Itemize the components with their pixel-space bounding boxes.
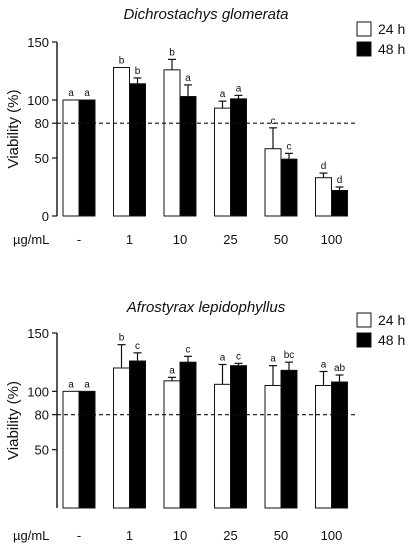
bar-48h-50 [280, 158, 298, 217]
significance-label: c [135, 341, 140, 352]
bar-24h-25 [214, 107, 231, 217]
x-tick-label: 100 [321, 528, 343, 543]
bar-24h-1 [113, 67, 130, 217]
bar-48h-10 [179, 361, 197, 509]
bar-24h-100 [315, 385, 332, 509]
x-tick-label: 1 [126, 232, 133, 247]
bar-48h-100 [331, 381, 348, 509]
legend-swatch [356, 312, 372, 328]
significance-label: b [135, 66, 141, 77]
significance-label: ab [334, 363, 346, 374]
bar-48h-1 [129, 83, 146, 217]
bar-48h-100 [331, 189, 348, 217]
bar-24h-1 [113, 367, 130, 509]
significance-label: a [84, 88, 90, 99]
legend-swatch [356, 332, 372, 348]
x-tick-label: 1 [126, 528, 133, 543]
significance-label: a [220, 89, 226, 100]
significance-label: a [68, 88, 74, 99]
x-axis-unit-label: µg/mL [13, 528, 49, 543]
y-tick-label: 100 [27, 93, 49, 108]
significance-label: a [185, 73, 191, 84]
significance-label: a [84, 379, 90, 390]
significance-label: a [169, 365, 175, 376]
significance-label: a [321, 360, 327, 371]
y-tick-label: 80 [35, 116, 49, 131]
legend-label: 24 h [378, 312, 405, 328]
bar-24h-50 [264, 148, 282, 217]
bar-24h-10 [163, 69, 181, 217]
y-tick-label: 150 [27, 326, 49, 341]
x-tick-label: 10 [173, 232, 187, 247]
x-tick-label: 10 [173, 528, 187, 543]
legend-swatch [356, 21, 372, 37]
y-axis-label: Viability (%) [5, 381, 22, 460]
bar-24h-25 [214, 383, 231, 509]
chart-title: Dichrostachys glomerata [123, 6, 288, 23]
legend-label: 48 h [378, 41, 405, 57]
y-tick-label: 80 [35, 408, 49, 423]
significance-label: a [270, 354, 276, 365]
x-tick-label: 50 [274, 528, 288, 543]
y-tick-label: 100 [27, 384, 49, 399]
bar-48h-10 [179, 96, 197, 217]
significance-label: b [119, 333, 125, 344]
significance-label: a [220, 353, 226, 364]
bar-24h-50 [264, 385, 282, 509]
x-tick-label: - [77, 232, 81, 247]
chart-title: Afrostyrax lepidophyllus [126, 299, 286, 316]
bar-48h-25 [230, 98, 247, 217]
significance-label: b [169, 47, 175, 58]
significance-label: c [186, 344, 191, 355]
significance-label: c [271, 116, 276, 127]
bar-48h-50 [280, 369, 298, 509]
significance-label: b [119, 56, 125, 67]
significance-label: bc [284, 350, 295, 361]
bar-48h-25 [230, 365, 247, 509]
legend-label: 48 h [378, 332, 405, 348]
x-tick-label: 50 [274, 232, 288, 247]
significance-label: a [236, 83, 242, 94]
bar-24h-- [62, 390, 80, 509]
y-tick-label: 0 [42, 209, 49, 224]
bar-24h-100 [315, 177, 332, 217]
significance-label: d [337, 175, 343, 186]
x-tick-label: 25 [223, 232, 237, 247]
x-axis-unit-label: µg/mL [13, 232, 49, 247]
y-axis-label: Viability (%) [5, 90, 22, 169]
bar-24h-- [62, 99, 80, 217]
significance-label: a [68, 379, 74, 390]
bar-24h-10 [163, 380, 181, 509]
significance-label: c [236, 351, 241, 362]
bar-48h-1 [129, 360, 146, 509]
y-tick-label: 50 [35, 151, 49, 166]
x-tick-label: - [77, 528, 81, 543]
bar-48h-- [78, 390, 96, 509]
legend-swatch [356, 41, 372, 57]
bar-48h-- [78, 99, 96, 217]
legend-label: 24 h [378, 21, 405, 37]
x-tick-label: 100 [321, 232, 343, 247]
x-tick-label: 25 [223, 528, 237, 543]
y-tick-label: 50 [35, 443, 49, 458]
y-tick-label: 150 [27, 35, 49, 50]
significance-label: d [321, 161, 327, 172]
significance-label: c [287, 141, 292, 152]
